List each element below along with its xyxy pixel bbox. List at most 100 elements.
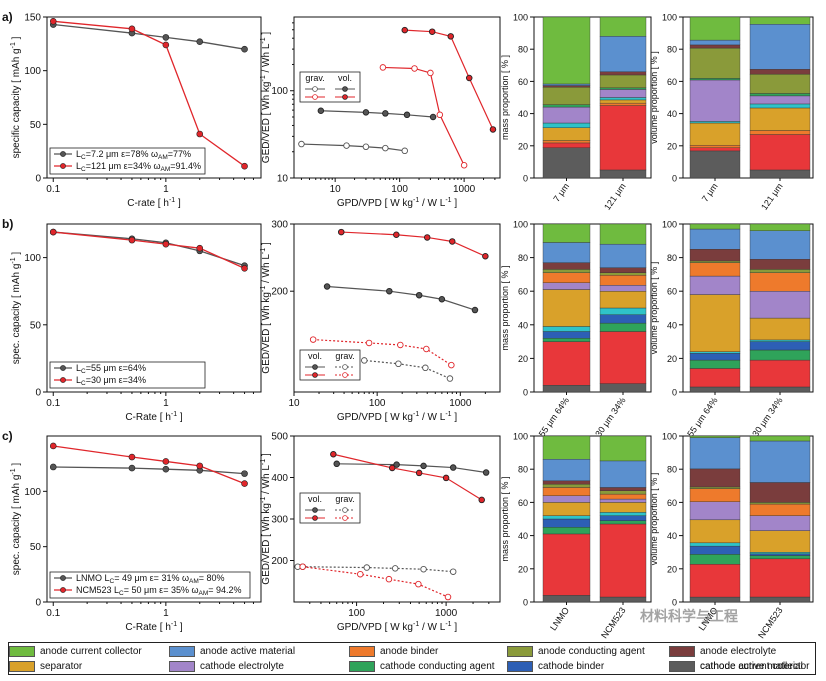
stacked-segment xyxy=(599,291,647,309)
rate-capability-chart: 0.1 1 0 50 100 150 C-rate [ h-1 ] specific capa… xyxy=(10,13,262,209)
stacked-segment xyxy=(749,73,811,94)
y-tick-label: 80 xyxy=(518,253,528,263)
ragone-chart: 10 100 1000 200 300 GPD/VPD [ W kg-1 / W L-1 … xyxy=(260,220,501,423)
legend-label: cathode electrolyte xyxy=(200,661,284,672)
legend-part: = 50 μm ε= 35% ω xyxy=(124,585,199,595)
stacked-segment xyxy=(599,36,647,72)
stacked-segment xyxy=(542,127,591,141)
y-tick-label: 0 xyxy=(35,388,41,399)
stacked-segment xyxy=(749,317,811,341)
plot-frame xyxy=(46,223,262,393)
y-axis-label-sup: -1 xyxy=(10,257,17,263)
x-tick-label: 10 xyxy=(330,184,342,195)
series-line xyxy=(313,338,452,366)
data-point xyxy=(401,147,408,155)
stacked-segment xyxy=(599,169,647,179)
data-point xyxy=(357,570,364,578)
y-tick-label: 60 xyxy=(518,77,528,87)
stacked-segment xyxy=(749,553,811,556)
legend-swatch xyxy=(9,661,35,672)
stacked-segment xyxy=(542,262,591,270)
x-axis-label: C-Rate [ h-1 ] xyxy=(125,621,183,633)
y-axis-label: mass proportion [ % ] xyxy=(500,55,510,140)
y-axis-label: specific capacity [ mAh g-1 ] xyxy=(10,36,22,158)
x-axis-label-part: / W L xyxy=(419,412,446,423)
y-tick-label: 20 xyxy=(518,354,528,364)
legend-entry: vol. xyxy=(338,73,352,83)
series-line xyxy=(53,231,245,269)
stacked-segment xyxy=(749,291,811,319)
data-point xyxy=(428,28,436,35)
x-axis-label: GPD/VPD [ W kg-1 / W L-1 ] xyxy=(337,411,457,423)
legend-marker xyxy=(60,365,66,371)
x-axis-label-close: ] xyxy=(452,622,458,633)
stacked-segment xyxy=(689,294,741,352)
y-tick-label: 200 xyxy=(271,287,288,298)
y-tick-label: 100 xyxy=(662,220,677,230)
data-point xyxy=(382,110,389,117)
stacked-segment xyxy=(749,349,811,361)
legend-entry: LC=7.2 μm ε=78% ωAM=77% xyxy=(76,149,191,161)
y-tick-label: 80 xyxy=(667,45,677,55)
stacked-segment xyxy=(689,386,741,393)
stacked-segment xyxy=(749,69,811,75)
rate-capability-chart: 0.1 1 0 50 100 C-Rate [ h-1 ] spec. capacity [… xyxy=(10,223,262,423)
data-point xyxy=(330,451,337,458)
y-tick-label: 50 xyxy=(30,120,42,131)
legend-entry: LC=30 μm ε=34% xyxy=(76,375,146,387)
y-axis-label-part: GED/VED [ Wh kg xyxy=(261,503,272,585)
y-axis-label: spec. capacity [ mAh g-1 ] xyxy=(10,463,22,576)
data-point xyxy=(449,464,457,471)
y-axis-label: mass proportion [ % ] xyxy=(500,265,510,350)
data-point xyxy=(427,69,434,77)
legend-swatch xyxy=(669,646,695,657)
data-point xyxy=(395,360,402,368)
x-tick-label: 121 μm xyxy=(602,181,628,211)
stacked-segment xyxy=(599,322,647,332)
series-line xyxy=(320,110,434,118)
y-tick-label: 300 xyxy=(271,220,288,231)
data-point xyxy=(49,442,57,450)
stacked-segment xyxy=(689,262,741,277)
legend-entry: NCM523 LC= 50 μm ε= 35% ωAM= 94.2% xyxy=(76,585,242,597)
legend-marker xyxy=(60,575,66,581)
stacked-segment xyxy=(689,121,741,124)
data-point xyxy=(309,336,317,343)
x-axis-label: C-rate [ h-1 ] xyxy=(127,197,181,209)
stacked-segment xyxy=(749,16,811,25)
stacked-segment xyxy=(689,542,741,547)
y-tick-label: 150 xyxy=(24,13,41,24)
data-point xyxy=(393,231,400,239)
stacked-segment xyxy=(749,230,811,260)
stacked-segment xyxy=(599,331,647,384)
stacked-segment xyxy=(599,314,647,324)
stacked-segment xyxy=(542,385,591,393)
stacked-segment xyxy=(689,501,741,521)
stacked-segment xyxy=(542,518,591,528)
data-point xyxy=(385,575,393,583)
stacked-segment xyxy=(599,275,647,286)
stacked-segment xyxy=(599,272,647,276)
y-tick-label: 80 xyxy=(667,465,677,475)
data-point xyxy=(391,565,399,572)
legend-part: LNMO L xyxy=(76,573,110,583)
stacked-segment xyxy=(749,515,811,531)
stacked-segment xyxy=(749,386,811,393)
y-tick-label: 100 xyxy=(24,487,41,498)
stacked-segment xyxy=(749,93,811,97)
y-axis-label-part: / Wh L xyxy=(261,465,272,497)
legend-entry: grav. xyxy=(335,494,354,504)
x-tick-label: NCM523 xyxy=(599,605,628,640)
stacked-segment xyxy=(689,223,741,230)
stacked-segment xyxy=(749,107,811,131)
plot-frame xyxy=(46,16,262,179)
data-point xyxy=(365,339,373,347)
stacked-segment xyxy=(542,483,591,488)
y-tick-label: 20 xyxy=(518,564,528,574)
stacked-segment xyxy=(542,83,591,86)
y-axis-label: GED/VED [ Wh kg-1 / Wh L-1 ] xyxy=(260,242,272,374)
stacked-segment xyxy=(689,260,741,263)
volume-proportion-chart: 0 20 40 60 80 100 volume proportion [ % ] 7 μm 1… xyxy=(649,13,814,212)
y-axis-label-sup: -1 xyxy=(260,286,267,292)
stacked-segment xyxy=(542,480,591,485)
